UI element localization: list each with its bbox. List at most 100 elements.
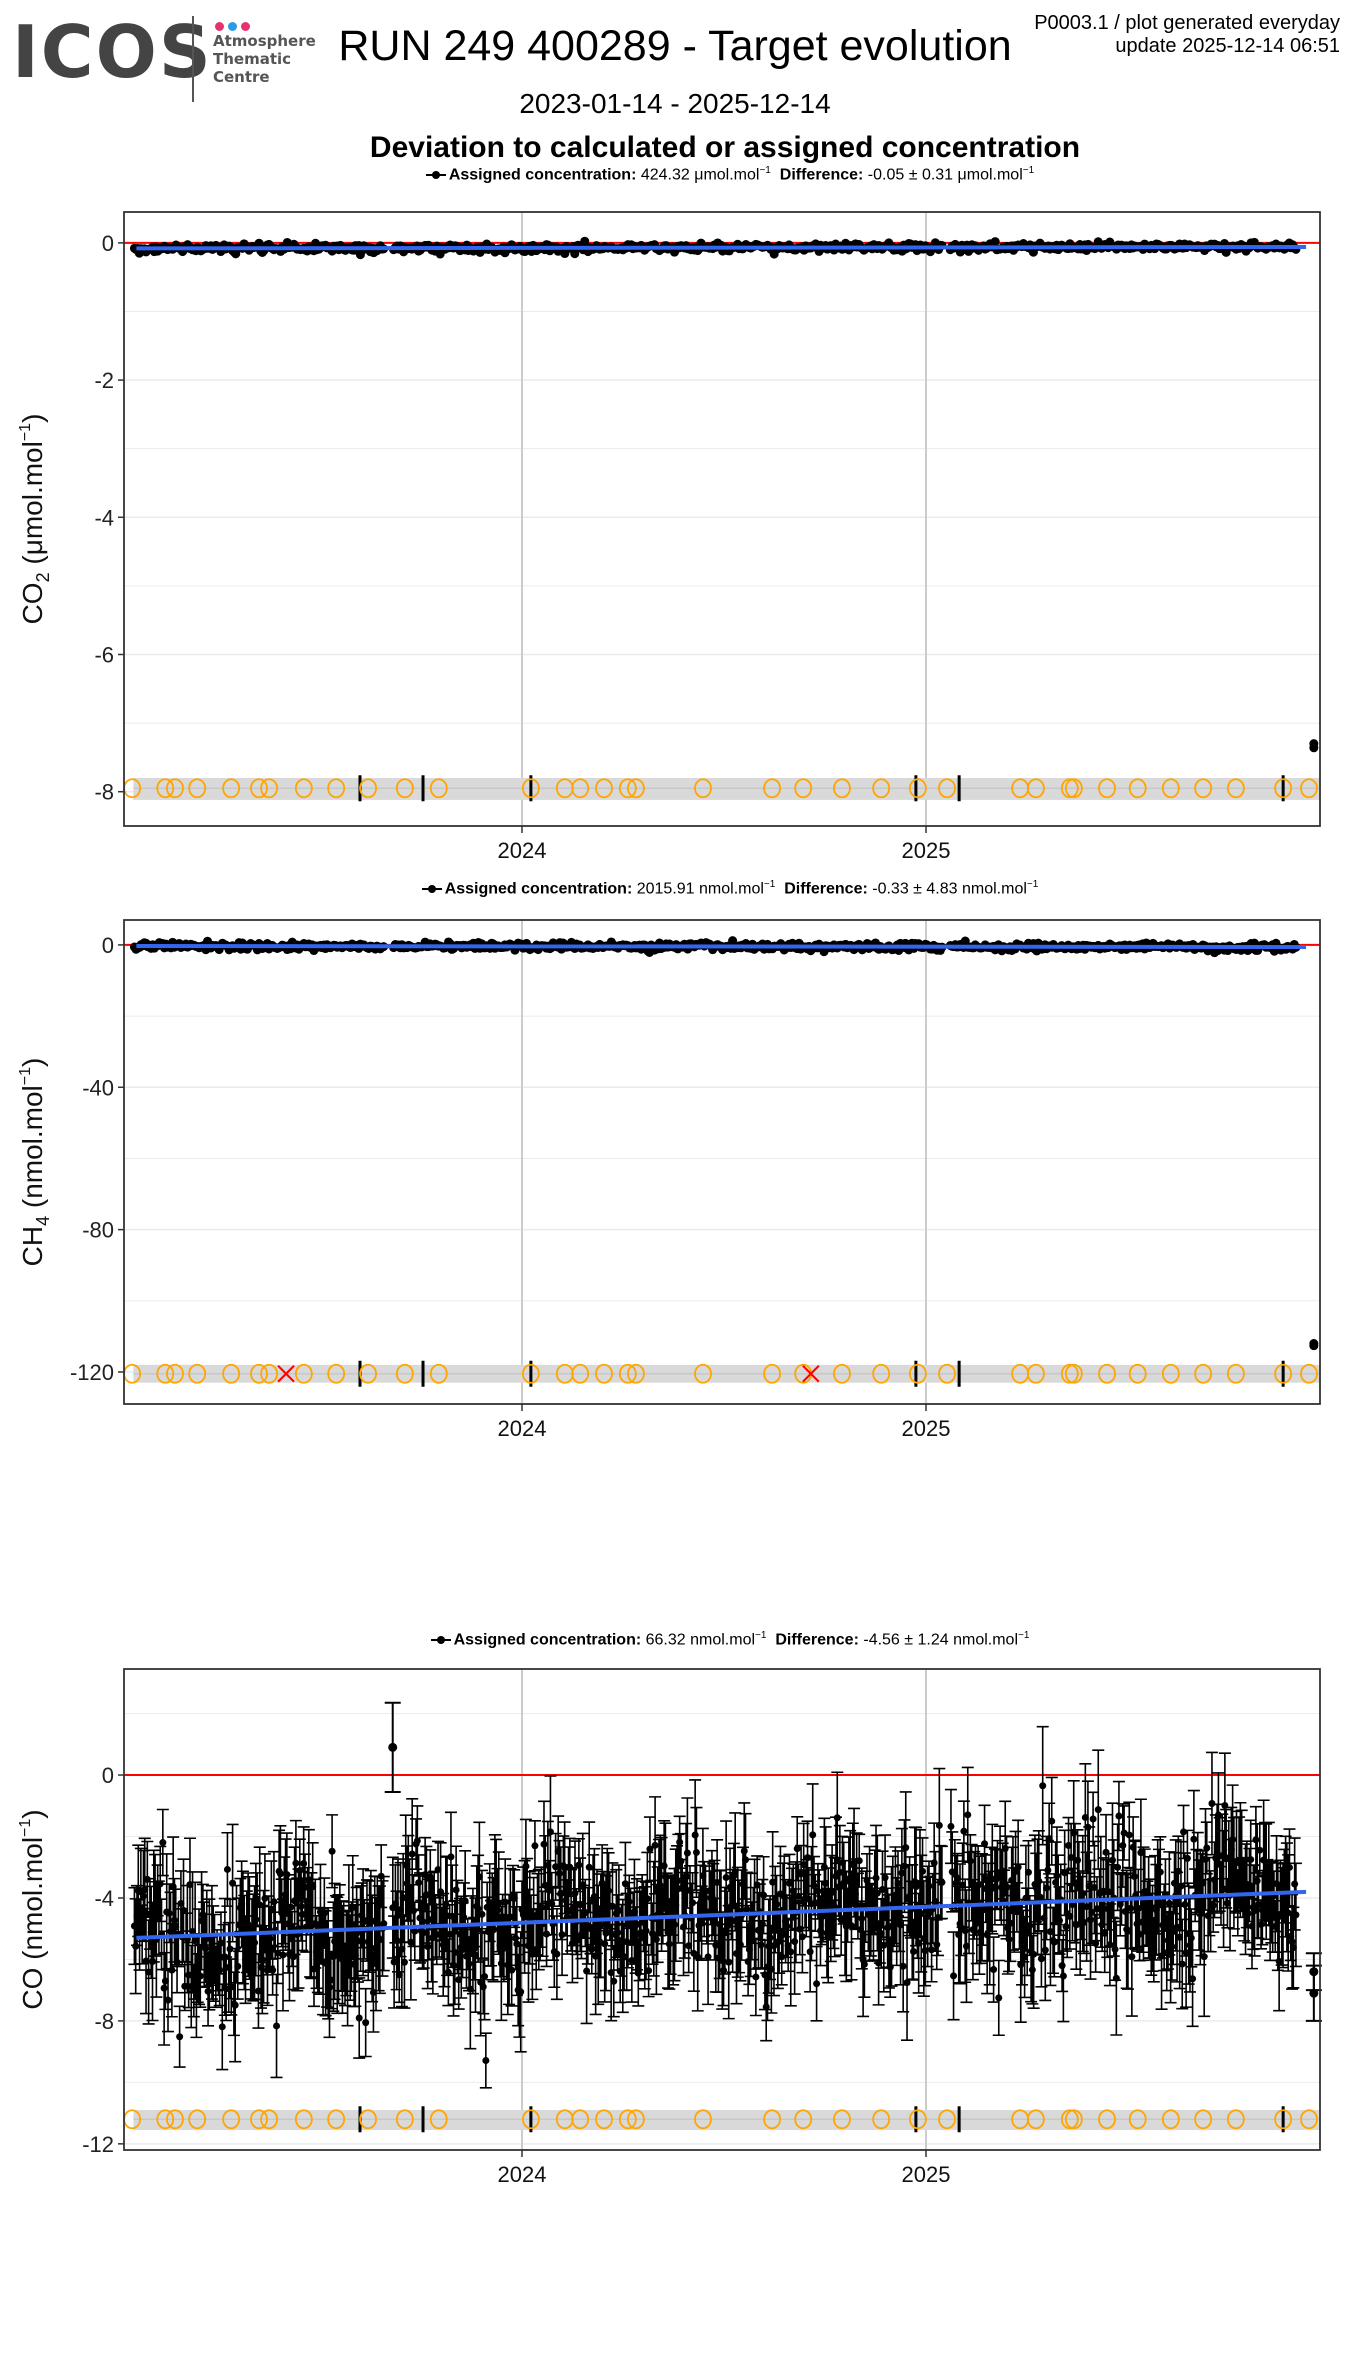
y-tick-label: -12 [82, 2132, 114, 2157]
y-axis-species: CO [17, 582, 48, 624]
calibration-circle [694, 2109, 712, 2130]
legend-unit-exp: −1 [1018, 1630, 1030, 1641]
calibration-circle [1274, 1363, 1293, 1384]
calibration-circle [1194, 778, 1213, 799]
calibration-circle [938, 1363, 956, 1384]
calibration-circle [1064, 2109, 1083, 2130]
legend-difference-unit: nmol.mol [953, 1631, 1018, 1649]
calibration-circle [1226, 778, 1245, 799]
calibration-circle [1098, 1363, 1116, 1384]
calibration-circle [1274, 778, 1293, 799]
legend-difference-value: -4.56 ± 1.24 [863, 1631, 949, 1649]
calibration-circle [595, 778, 613, 799]
y-axis-label: CO2 (μmol.mol−1) [17, 414, 53, 625]
y-tick-label: -120 [70, 1360, 114, 1385]
calibration-circle [1128, 2109, 1147, 2130]
logo-dot [215, 22, 224, 31]
calibration-circle [694, 778, 712, 799]
calibration-circle [188, 778, 207, 799]
legend-assigned-label: Assigned concentration: [453, 1631, 642, 1649]
y-axis-paren: ) [17, 414, 48, 423]
calibration-circle [627, 1363, 645, 1384]
logo-subtitle-line: Atmosphere [213, 32, 316, 50]
calibration-circle [763, 778, 781, 799]
calibration-circle [521, 778, 540, 799]
y-axis-paren: ) [17, 1058, 48, 1067]
y-axis-exponent: −1 [17, 423, 34, 441]
calibration-circle [359, 2109, 377, 2130]
calibration-circle [429, 778, 448, 799]
calibration-circle [294, 778, 313, 799]
calibration-circle [1064, 1363, 1083, 1384]
calibration-circle [260, 778, 278, 799]
calibration-circle [1194, 1363, 1213, 1384]
calibration-circle [618, 2109, 637, 2130]
data-point [580, 236, 590, 246]
calibration-circle [1060, 1363, 1079, 1384]
calibration-circle [429, 1363, 448, 1384]
calibration-circle [222, 778, 241, 799]
y-tick-label: -40 [82, 1075, 114, 1100]
legend-assigned-label: Assigned concentration: [448, 166, 637, 184]
plot-frame [123, 919, 1321, 1405]
y-axis-unit: (nmol.mol [17, 1085, 48, 1216]
calibration-strip [133, 2110, 1320, 2131]
logo-subtitle-line: Thematic [213, 50, 292, 68]
calibration-circle [909, 778, 927, 799]
co2-panel: 0 -2 -4 -6 -8 2024 2025 CO2 (μmol.mol−1) [17, 211, 1321, 863]
calibration-circle [1128, 778, 1147, 799]
legend-difference-label: Difference: [784, 880, 868, 898]
y-tick-label: -8 [94, 2009, 114, 2034]
x-tick-label: 2024 [498, 838, 547, 863]
legend-unit-exp: −1 [1026, 879, 1039, 890]
legend-assigned-value: 2015.91 [636, 880, 695, 898]
flag-cross [802, 1365, 820, 1383]
calibration-circle [188, 1363, 207, 1384]
y-axis-label: CO (nmol.mol−1) [17, 1809, 48, 2009]
flag-cross [277, 1365, 295, 1383]
calibration-circle [1098, 2109, 1116, 2130]
x-tick-label: 2024 [498, 2162, 547, 2187]
y-axis-exponent: −1 [17, 1819, 34, 1837]
y-axis-unit: (μmol.mol [17, 441, 48, 572]
calibration-circle [250, 778, 268, 799]
calibration-circle [595, 2109, 613, 2130]
calibration-circle [250, 2109, 268, 2130]
legend-assigned-unit: nmol.mol [699, 880, 764, 898]
data-point [728, 936, 738, 946]
calibration-circle [1026, 2109, 1045, 2130]
x-tick-label: 2024 [498, 1416, 547, 1441]
legend-ch4: Assigned concentration: 2015.91 nmol.mol… [0, 879, 1350, 898]
logo-separator [192, 16, 194, 102]
calibration-circle [222, 2109, 241, 2130]
calibration-circle [833, 1363, 851, 1384]
legend-point-icon [430, 1634, 451, 1646]
legend-assigned-unit: μmol.mol [694, 166, 760, 184]
calibration-circle [571, 778, 590, 799]
legend-assigned-value: 66.32 [645, 1631, 686, 1649]
calibration-circle [1060, 778, 1079, 799]
y-axis-paren: ) [17, 1809, 48, 1818]
calibration-circle [618, 778, 637, 799]
calibration-circle [833, 778, 851, 799]
calibration-circle [794, 778, 813, 799]
legend-difference-label: Difference: [775, 1631, 859, 1649]
calibration-circle [1026, 1363, 1045, 1384]
calibration-circle [166, 778, 184, 799]
calibration-circle [294, 1363, 313, 1384]
calibration-circle [250, 1363, 268, 1384]
calibration-circle [1064, 778, 1083, 799]
data-point [254, 238, 264, 248]
data-point [990, 237, 1000, 247]
calibration-circle [222, 1363, 241, 1384]
legend-assigned-value: 424.32 [640, 166, 690, 184]
trend-line [136, 943, 1307, 950]
logo-subtitle: Atmosphere Thematic Centre [213, 32, 316, 86]
x-tick-label: 2025 [902, 838, 951, 863]
logo-dots-icon [215, 18, 254, 36]
calibration-circle [1128, 1363, 1147, 1384]
legend-point-icon [425, 169, 446, 181]
calibration-circle [359, 1363, 377, 1384]
calibration-circle [872, 1363, 891, 1384]
